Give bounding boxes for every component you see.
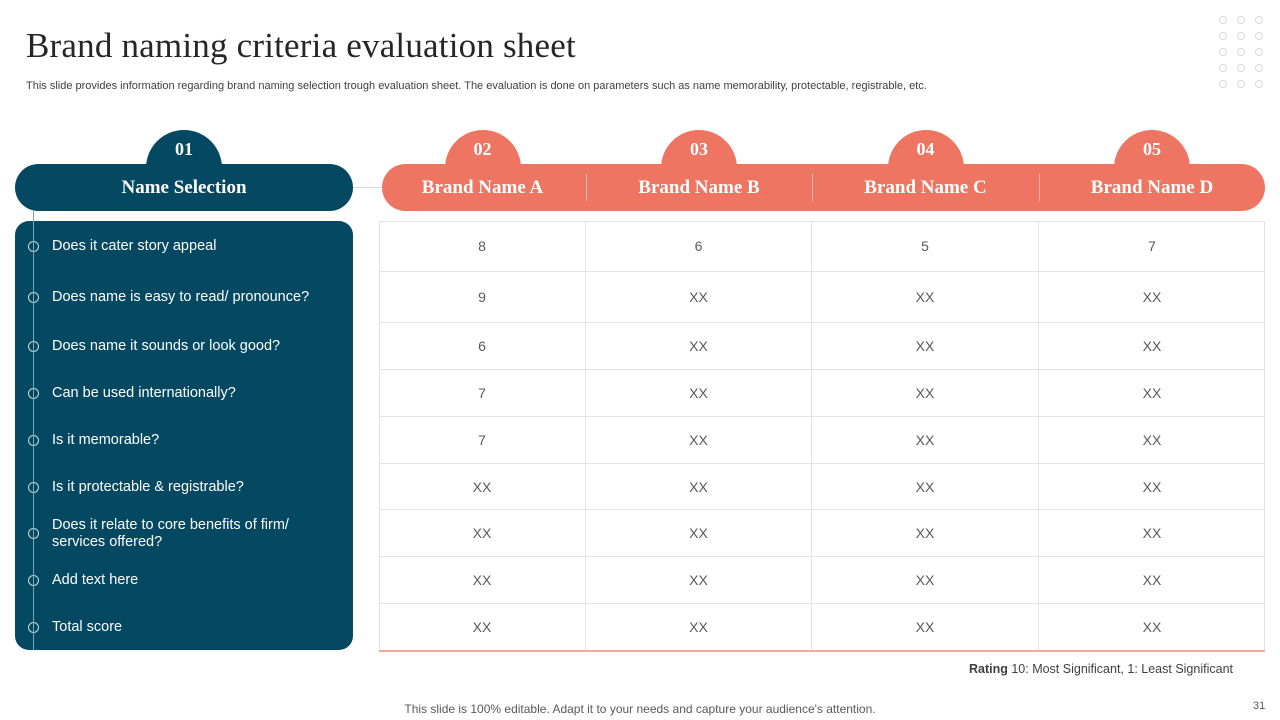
header-separator [1039, 174, 1040, 201]
criteria-timeline-line [33, 211, 34, 650]
table-cell: XX [586, 557, 812, 604]
decorative-dot [1255, 80, 1263, 88]
criteria-row: Can be used internationally? [15, 370, 353, 417]
criteria-panel: Does it cater story appeal Does name is e… [15, 221, 353, 650]
table-cell: 8 [379, 221, 586, 272]
table-cell: XX [812, 370, 1039, 417]
decorative-dot [1255, 48, 1263, 56]
rating-label: Rating [968, 662, 1008, 676]
table-cell: XX [812, 557, 1039, 604]
page-title: Brand naming criteria evaluation sheet [26, 26, 576, 65]
criteria-label: Does it cater story appeal [52, 238, 217, 254]
criteria-row: Total score [15, 604, 353, 650]
decorative-dot [1219, 32, 1227, 40]
criteria-label: Is it protectable & registrable? [52, 478, 244, 495]
page-subtitle: This slide provides information regardin… [26, 80, 927, 92]
footer-note: This slide is 100% editable. Adapt it to… [404, 702, 876, 716]
criteria-label: Is it memorable? [52, 432, 160, 448]
table-cell: XX [379, 464, 586, 510]
table-cell: XX [1039, 464, 1265, 510]
decorative-dot [1237, 64, 1245, 72]
table-cell: XX [586, 323, 812, 370]
criteria-row: Does it relate to core benefits of firm/… [15, 510, 353, 557]
header-separator [586, 174, 587, 201]
evaluation-table: 8 6 5 7 9 XX XX XX 6 XX XX XX 7 XX XX XX 7 XX XX XX XX XX XX XX… [379, 221, 1265, 650]
rating-text: 10: Most Significant, 1: Least Significa… [1011, 662, 1233, 676]
criteria-row: Is it memorable? [15, 417, 353, 464]
table-cell: 9 [379, 272, 586, 323]
criteria-label: Can be used internationally? [52, 385, 236, 401]
table-cell: XX [586, 370, 812, 417]
table-cell: XX [586, 272, 812, 323]
column-header-brand-c: Brand Name C [864, 177, 987, 198]
table-cell: 6 [586, 221, 812, 272]
table-cell: XX [812, 272, 1039, 323]
table-cell: XX [1142, 619, 1162, 635]
decorative-dot [1237, 32, 1245, 40]
table-cell: XX [586, 464, 812, 510]
decorative-dot [1219, 80, 1227, 88]
table-cell: XX [812, 417, 1039, 464]
criteria-label: Does name it sounds or look good? [52, 338, 281, 354]
criteria-label: Total score [52, 618, 123, 635]
table-cell: XX [1039, 370, 1265, 417]
table-cell: XX [812, 464, 1039, 510]
brand-names-header: Brand Name A Brand Name B Brand Name C Bran… [382, 164, 1265, 211]
header-separator [812, 174, 813, 201]
criteria-label: Add text here [52, 572, 139, 588]
table-cell: 6 [379, 323, 586, 370]
decorative-dot [1219, 64, 1227, 72]
decorative-dot [1219, 16, 1227, 24]
criteria-row: Is it protectable & registrable? [15, 464, 353, 510]
decorative-dot [1237, 48, 1245, 56]
decorative-dot [1255, 64, 1263, 72]
page-number: 31 [1253, 700, 1266, 712]
table-cell: XX [586, 510, 812, 557]
table-cell: XX [812, 604, 1039, 650]
decorative-dot [1255, 16, 1263, 24]
header-connector-line [353, 187, 383, 188]
table-cell: XX [1039, 323, 1265, 370]
column-header-brand-b: Brand Name B [638, 177, 760, 198]
column-header-brand-a: Brand Name A [421, 177, 544, 198]
table-cell: 7 [379, 370, 586, 417]
criteria-row: Add text here [15, 557, 353, 604]
table-cell: 7 [379, 417, 586, 464]
criteria-label: Does name is easy to read/ pronounce? [52, 289, 310, 305]
criteria-row: Does name it sounds or look good? [15, 323, 353, 370]
table-bottom-border [379, 650, 1265, 652]
table-cell: XX [1039, 557, 1265, 604]
decorative-dot [1237, 16, 1245, 24]
column-header-brand-d: Brand Name D [1090, 177, 1214, 198]
name-selection-header: Name Selection [15, 164, 353, 211]
table-cell: XX [379, 557, 586, 604]
criteria-row: Does name is easy to read/ pronounce? [15, 272, 353, 323]
table-cell: 5 [812, 221, 1039, 272]
criteria-label: Does it relate to core benefits of firm/… [52, 516, 289, 550]
criteria-row: Does it cater story appeal [15, 221, 353, 272]
decorative-dot [1255, 32, 1263, 40]
table-cell: XX [812, 510, 1039, 557]
table-cell: XX [586, 604, 812, 650]
decorative-dot [1219, 48, 1227, 56]
table-cell: XX [1039, 417, 1265, 464]
decorative-dot [1237, 80, 1245, 88]
table-cell: XX [586, 417, 812, 464]
table-cell: XX [812, 323, 1039, 370]
rating-legend: Rating 10: Most Significant, 1: Least Si… [969, 662, 1233, 676]
table-cell: XX [1039, 272, 1265, 323]
decorative-dot-grid [1219, 16, 1267, 96]
table-cell: XX [379, 510, 586, 557]
table-cell: 7 [1039, 221, 1265, 272]
table-cell: XX [379, 604, 586, 650]
table-cell: XX [1039, 510, 1265, 557]
